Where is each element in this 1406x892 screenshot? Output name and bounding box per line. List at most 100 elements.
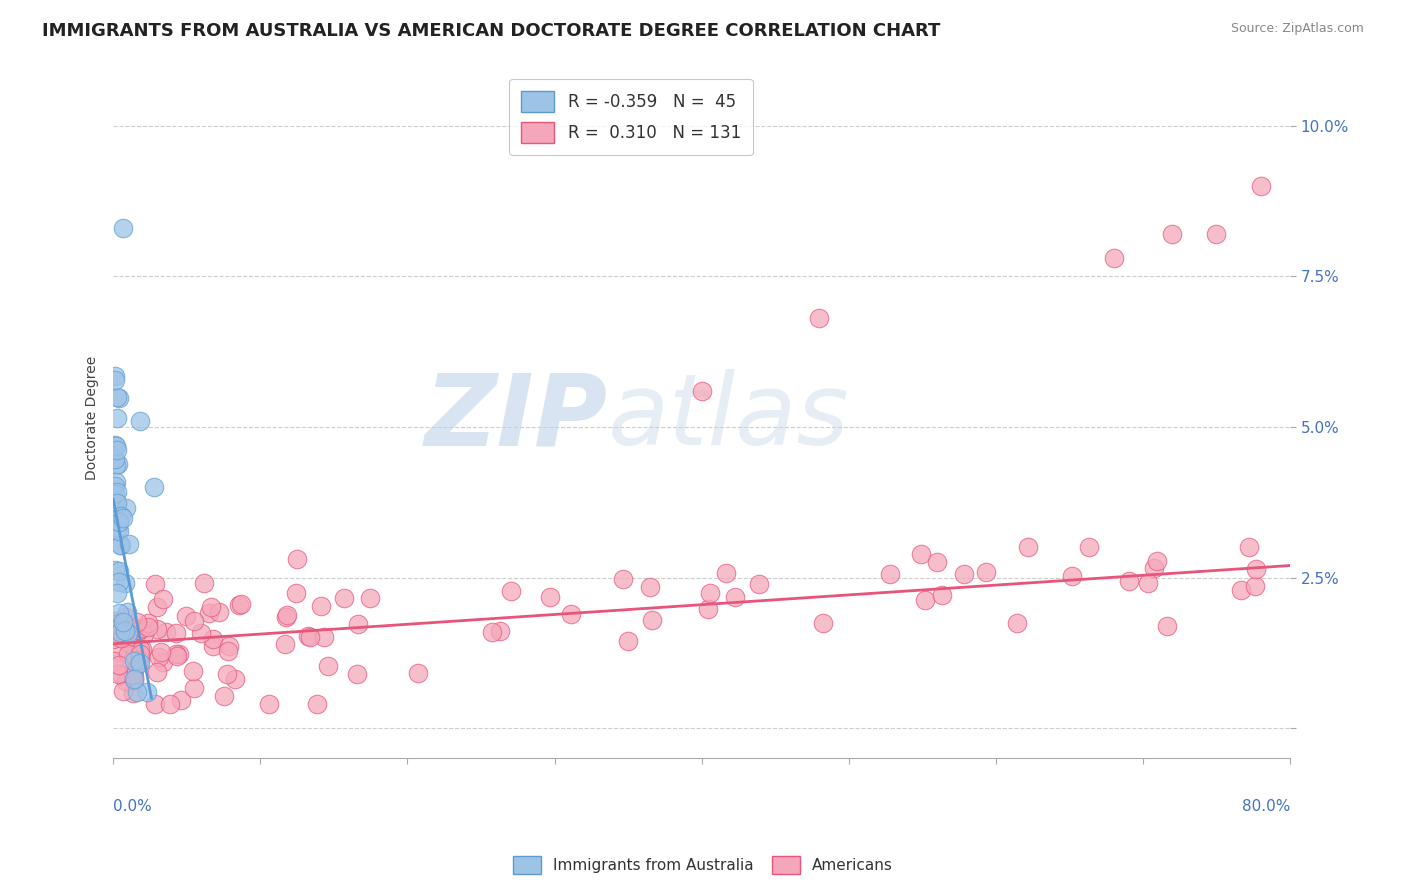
Point (105, 443, 128, 458)
Point (1017, 541, 1039, 555)
Point (501, 584, 523, 599)
Point (312, 631, 335, 645)
Point (641, 613, 664, 627)
Point (808, 311, 831, 326)
Text: 0.0%: 0.0% (114, 799, 152, 814)
Point (274, 610, 297, 624)
Point (104, 487, 127, 501)
Point (124, 673, 146, 687)
Y-axis label: Doctorate Degree: Doctorate Degree (86, 356, 100, 480)
Point (167, 648, 190, 662)
Point (108, 391, 131, 405)
Point (309, 599, 332, 614)
Point (105, 439, 128, 453)
Point (224, 672, 246, 686)
Point (193, 576, 215, 591)
Point (122, 664, 145, 678)
Point (1136, 575, 1159, 590)
Point (128, 657, 150, 671)
Point (105, 485, 128, 500)
Point (104, 458, 127, 472)
Point (107, 521, 129, 535)
Point (114, 576, 136, 591)
Point (316, 659, 339, 673)
Point (143, 576, 166, 591)
Point (117, 631, 139, 645)
Point (152, 592, 174, 607)
Legend: Immigrants from Australia, Americans: Immigrants from Australia, Americans (508, 850, 898, 880)
Point (125, 685, 148, 699)
Point (1143, 561, 1166, 575)
Point (129, 642, 152, 657)
Point (914, 593, 936, 607)
Point (104, 369, 127, 384)
Point (112, 221, 135, 235)
Point (1250, 178, 1272, 193)
Point (105, 586, 128, 600)
Point (910, 547, 932, 561)
Text: Source: ZipAtlas.com: Source: ZipAtlas.com (1230, 22, 1364, 36)
Point (111, 684, 134, 698)
Point (152, 656, 174, 670)
Point (538, 590, 561, 604)
Point (285, 552, 308, 566)
Point (128, 657, 150, 671)
Point (1005, 616, 1028, 631)
Point (217, 644, 239, 658)
Point (107, 515, 129, 529)
Point (200, 600, 222, 615)
Point (103, 622, 125, 636)
Point (333, 591, 356, 606)
Point (104, 438, 127, 452)
Point (1237, 541, 1260, 555)
Point (108, 625, 131, 640)
Point (481, 625, 503, 640)
Point (121, 685, 143, 699)
Point (699, 585, 721, 599)
Point (1118, 574, 1140, 589)
Point (125, 615, 148, 630)
Point (165, 647, 187, 661)
Point (110, 631, 132, 645)
Legend: R = -0.359   N =  45, R =  0.310   N = 131: R = -0.359 N = 45, R = 0.310 N = 131 (509, 79, 752, 155)
Point (122, 669, 145, 683)
Point (107, 457, 129, 471)
Point (697, 602, 720, 616)
Text: IMMIGRANTS FROM AUSTRALIA VS AMERICAN DOCTORATE DEGREE CORRELATION CHART: IMMIGRANTS FROM AUSTRALIA VS AMERICAN DO… (42, 22, 941, 40)
Point (1156, 619, 1178, 633)
Point (690, 384, 713, 398)
Point (159, 697, 181, 711)
Point (1078, 541, 1101, 555)
Point (115, 605, 138, 619)
Point (165, 626, 187, 640)
Point (115, 610, 138, 624)
Point (104, 563, 127, 577)
Point (108, 575, 131, 590)
Point (284, 586, 307, 600)
Point (1229, 583, 1251, 598)
Point (131, 642, 153, 657)
Point (115, 674, 138, 689)
Point (228, 598, 250, 612)
Point (257, 697, 280, 711)
Point (105, 645, 128, 659)
Point (208, 605, 231, 619)
Point (114, 624, 136, 638)
Point (217, 667, 239, 681)
Point (879, 567, 901, 582)
Point (105, 496, 128, 510)
Point (489, 624, 512, 638)
Point (925, 555, 948, 569)
Point (107, 616, 129, 631)
Point (103, 614, 125, 628)
Point (198, 606, 221, 620)
Point (111, 615, 134, 629)
Point (125, 626, 148, 640)
Point (190, 626, 212, 640)
Point (612, 572, 634, 586)
Point (105, 475, 128, 490)
Point (150, 645, 173, 659)
Point (112, 629, 135, 643)
Point (1243, 579, 1265, 593)
Point (218, 639, 240, 653)
